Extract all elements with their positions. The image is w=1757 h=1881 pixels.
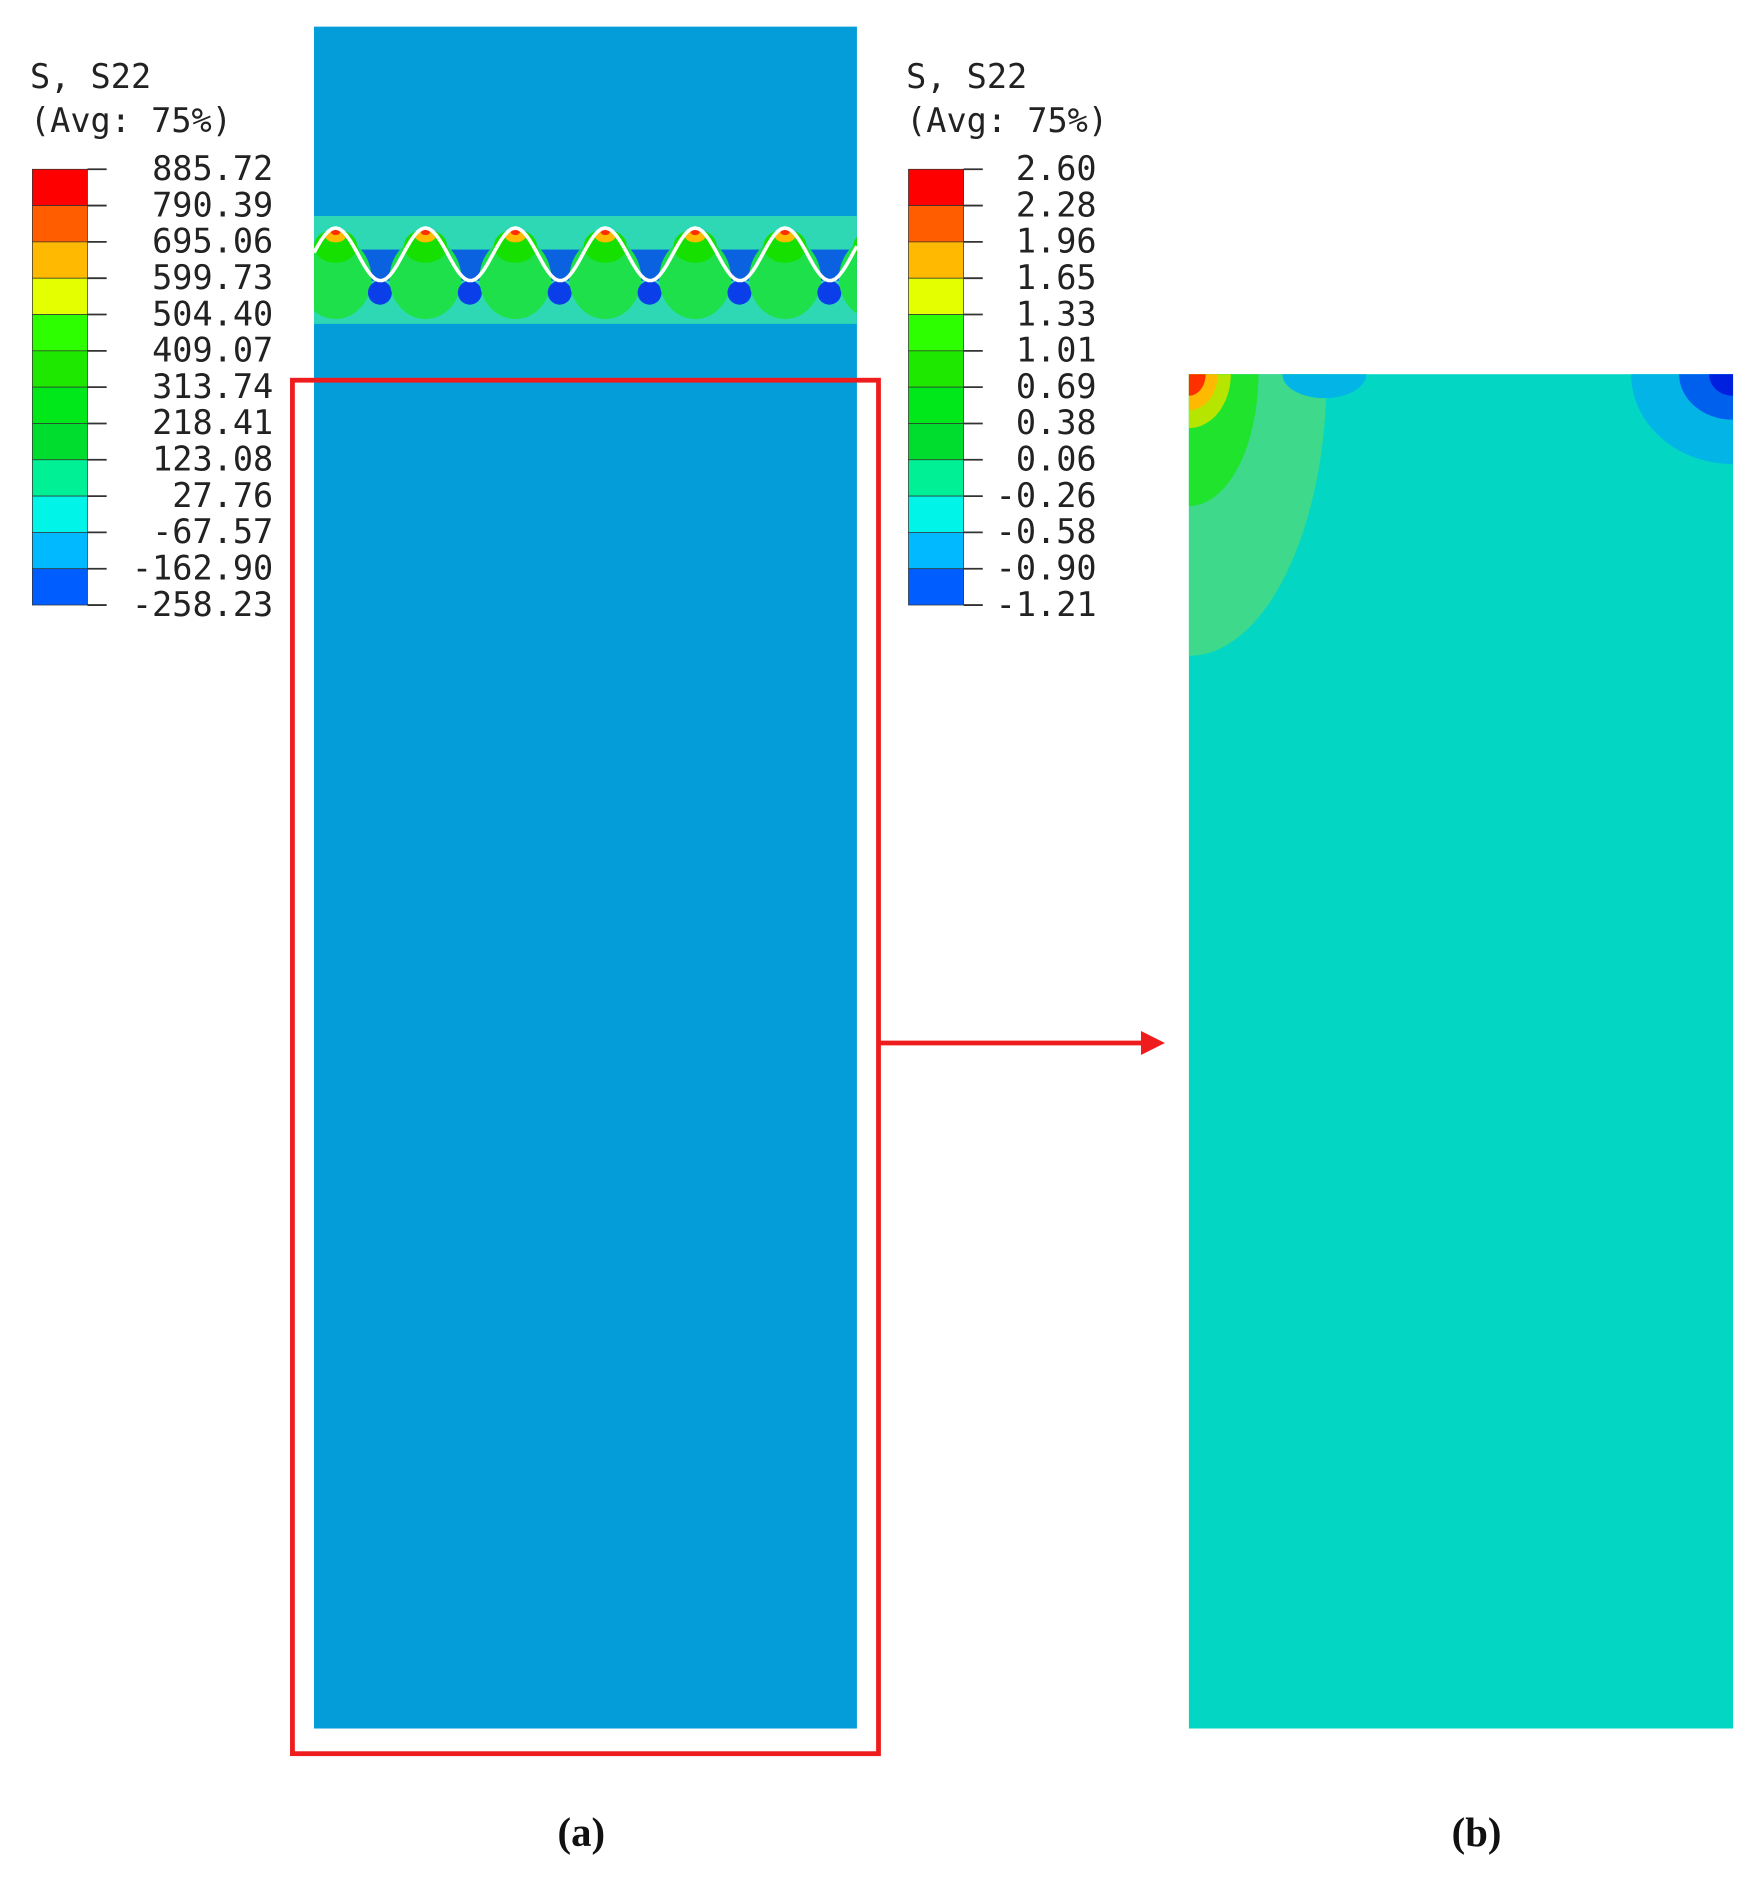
legend-swatch xyxy=(31,168,88,206)
contour xyxy=(367,280,392,305)
contour-band xyxy=(314,216,886,324)
legend-swatch xyxy=(908,532,964,570)
legend-label: -1.21 xyxy=(996,585,1097,624)
legend-label: -0.58 xyxy=(996,512,1097,551)
legend-label: 2.28 xyxy=(1016,185,1097,224)
legend-label: 27.76 xyxy=(172,476,273,515)
legend-label: -67.57 xyxy=(152,512,273,551)
legend-label: -0.26 xyxy=(996,476,1097,515)
legend-label: 2.60 xyxy=(1016,149,1097,188)
interface-line xyxy=(314,226,857,283)
caption: (b) xyxy=(1452,1810,1502,1855)
legend-label: 885.72 xyxy=(152,149,273,188)
contour xyxy=(1709,374,1734,396)
legend-label: 0.06 xyxy=(1016,440,1097,479)
legend-title: S, S22 xyxy=(30,57,151,96)
contour xyxy=(1188,374,1206,396)
legend-label: 409.07 xyxy=(152,331,273,370)
legend-label: -0.90 xyxy=(996,549,1097,588)
legend-label: 504.40 xyxy=(152,294,273,333)
legend-swatch xyxy=(31,241,88,279)
legend-label: 1.65 xyxy=(1016,258,1097,297)
legend-swatch xyxy=(908,314,964,352)
legend-swatch xyxy=(31,386,88,424)
legend-swatch xyxy=(31,495,88,533)
legend-swatch xyxy=(31,277,88,315)
legend-label: 1.01 xyxy=(1016,331,1097,370)
contour xyxy=(1282,374,1367,399)
legend-title: S, S22 xyxy=(906,57,1027,96)
legend-swatch xyxy=(31,423,88,461)
legend-swatch xyxy=(908,168,964,206)
highlight-box xyxy=(290,377,881,1757)
contours-b xyxy=(1188,374,1734,656)
legend-swatch xyxy=(908,459,964,497)
legend-subtitle: (Avg: 75%) xyxy=(906,101,1108,140)
legend-label: 695.06 xyxy=(152,222,273,261)
contour xyxy=(749,237,821,320)
legend-label: 1.33 xyxy=(1016,294,1097,333)
legend-swatch xyxy=(908,495,964,533)
contour xyxy=(637,280,662,305)
contour xyxy=(659,237,732,320)
legend-label: 0.38 xyxy=(1016,403,1097,442)
legend-label: 313.74 xyxy=(152,367,273,406)
legend-swatch xyxy=(908,568,964,606)
contour xyxy=(838,243,857,314)
contour xyxy=(870,228,880,235)
legend-label: 790.39 xyxy=(152,185,273,224)
color-legend: S, S22 (Avg: 75%) 885.72790.39695.06599.73… xyxy=(30,57,273,624)
contour xyxy=(457,280,482,305)
panel-b-model xyxy=(1188,374,1734,1729)
legend-subtitle: (Avg: 75%) xyxy=(30,101,232,140)
legend-swatch xyxy=(908,277,964,315)
arrow-head xyxy=(1140,1030,1165,1055)
legend-swatch xyxy=(908,386,964,424)
legend-label: -258.23 xyxy=(132,585,273,624)
legend-swatch xyxy=(908,350,964,388)
contour xyxy=(479,237,552,320)
legend-label: -162.90 xyxy=(132,549,273,588)
contour xyxy=(547,280,572,305)
contour xyxy=(727,280,752,305)
contour xyxy=(817,280,842,305)
legend-swatch xyxy=(31,568,88,606)
legend-label: 0.69 xyxy=(1016,367,1097,406)
legend-label: 218.41 xyxy=(152,403,273,442)
caption: (a) xyxy=(558,1810,606,1855)
legend-swatch xyxy=(31,205,88,243)
legend-label: 123.08 xyxy=(152,440,273,479)
contour xyxy=(853,236,857,256)
color-legend: S, S22 (Avg: 75%) 2.602.281.961.651.331.01… xyxy=(906,57,1108,624)
contour xyxy=(864,228,886,242)
legend-swatch xyxy=(908,423,964,461)
legend-label: 1.96 xyxy=(1016,222,1097,261)
contour xyxy=(569,237,642,320)
legend-swatch xyxy=(31,350,88,388)
legend-swatch xyxy=(31,314,88,352)
legend-swatch xyxy=(31,532,88,570)
legend-swatch xyxy=(908,241,964,279)
legend-label: 599.73 xyxy=(152,258,273,297)
legend-swatch xyxy=(908,205,964,243)
contour xyxy=(389,237,462,320)
legend-swatch xyxy=(31,459,88,497)
